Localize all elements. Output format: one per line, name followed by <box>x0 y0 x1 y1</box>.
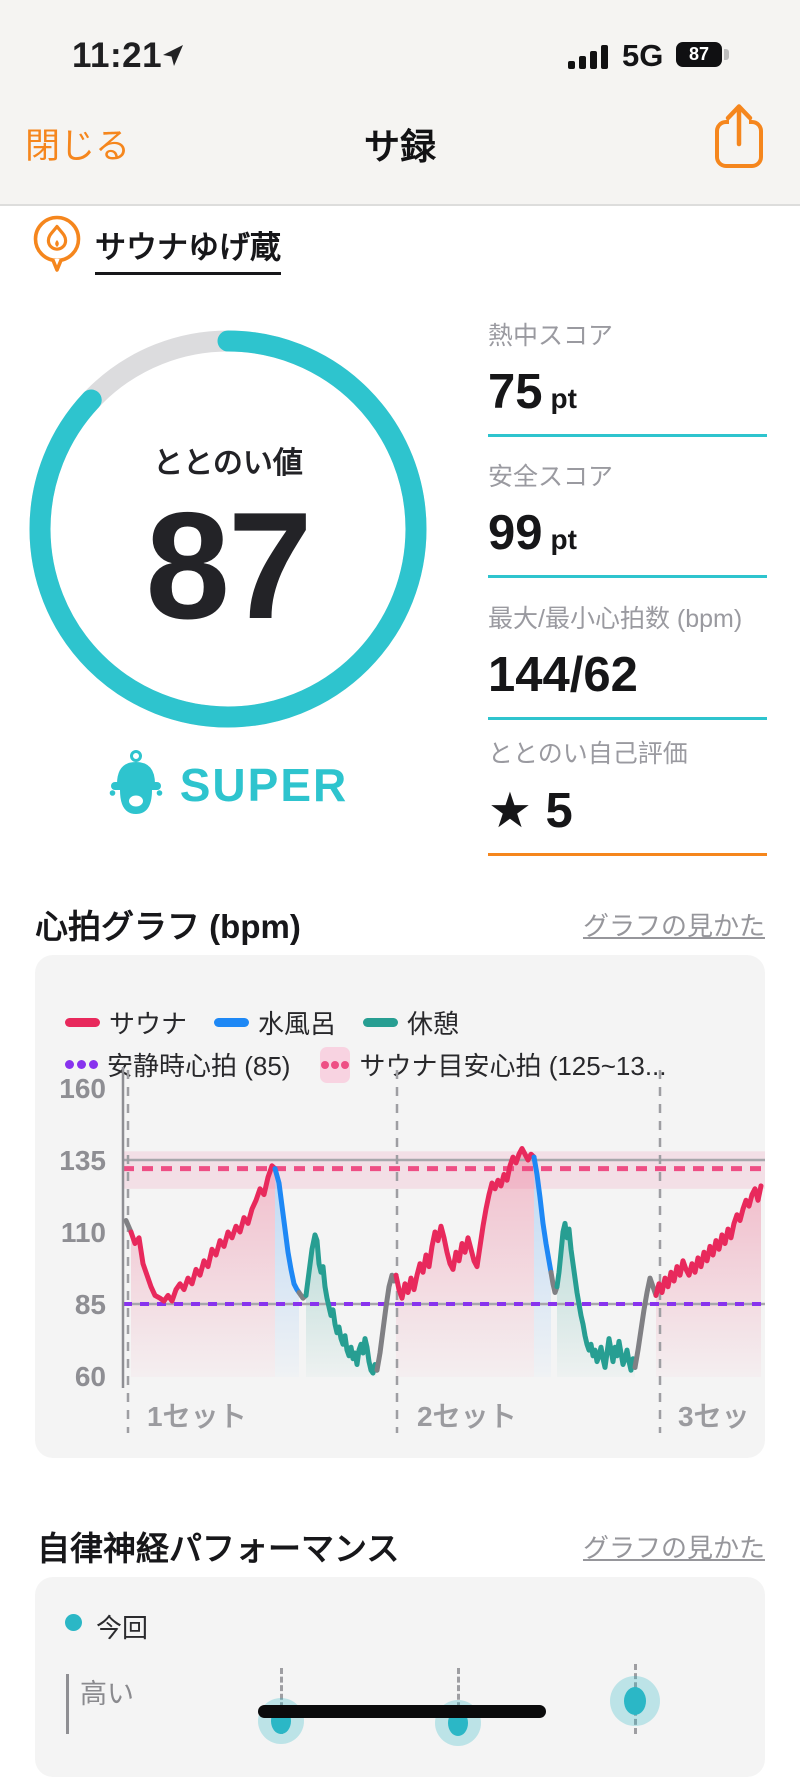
network-type: 5G <box>622 38 664 73</box>
ans-y-axis <box>66 1674 69 1734</box>
resting-hr-dots-swatch <box>65 1060 98 1069</box>
metric-label: ととのい自己評価 <box>488 740 688 768</box>
close-button[interactable]: 閉じる <box>25 127 131 166</box>
metric-max-min-hr: 最大/最小心拍数 (bpm) 144/62 <box>488 599 767 720</box>
metric-self-rating: ととのい自己評価 ★ 5 <box>488 734 767 856</box>
metric-underline <box>488 717 767 720</box>
sauna-hat-icon <box>108 748 164 821</box>
rating-text: SUPER <box>179 758 349 811</box>
top-bar <box>0 0 800 206</box>
battery-percent: 87 <box>688 44 710 64</box>
ans-set-dashed-line <box>457 1668 460 1734</box>
metric-unit: pt <box>550 383 577 414</box>
legend-sauna: サウナ <box>65 1004 187 1041</box>
ans-legend-dot <box>65 1614 82 1631</box>
metric-value: 144/62 <box>488 648 638 702</box>
totonoi-gauge-ring <box>28 329 428 729</box>
metric-underline <box>488 575 767 578</box>
metric-safety-score: 安全スコア 99 pt <box>488 457 767 578</box>
ans-ylabel-high: 高い <box>80 1679 134 1709</box>
legend-label: 休憩 <box>407 1009 460 1039</box>
sauna-flame-pin-icon <box>30 214 84 281</box>
share-button[interactable] <box>712 100 766 177</box>
status-time: 11:21 <box>72 36 163 75</box>
metric-label: 熱中スコア <box>488 322 614 350</box>
legend-label: 水風呂 <box>258 1009 337 1039</box>
hr-legend-row-2: 安静時心拍 (85) サウナ目安心拍 (125~13... <box>65 1046 667 1083</box>
location-arrow-icon <box>160 42 186 73</box>
hr-section-title: 心拍グラフ (bpm) <box>35 908 301 945</box>
legend-label: サウナ <box>109 1009 188 1039</box>
metric-underline <box>488 434 767 437</box>
metric-label: 安全スコア <box>488 463 614 491</box>
home-indicator[interactable] <box>258 1705 546 1718</box>
ans-set-dashed-line <box>280 1668 283 1734</box>
target-band-dots-swatch <box>320 1046 351 1083</box>
hr-graph-help-link[interactable]: グラフの見かた <box>582 911 765 941</box>
legend-water: 水風呂 <box>214 1004 336 1041</box>
battery-icon: 87 <box>676 42 722 67</box>
battery-nub <box>724 49 729 60</box>
legend-resting-hr: 安静時心拍 (85) <box>65 1046 290 1083</box>
sauna-line-swatch <box>65 1018 100 1027</box>
ans-data-dot <box>624 1687 646 1715</box>
rating-row: SUPER <box>28 748 428 821</box>
metric-underline <box>488 853 767 856</box>
legend-rest: 休憩 <box>363 1004 459 1041</box>
metric-unit: pt <box>550 524 577 555</box>
ans-legend-label: 今回 <box>96 1613 149 1643</box>
hr-legend-row-1: サウナ 水風呂 休憩 <box>65 1004 459 1041</box>
facility-link[interactable]: サウナゆげ蔵 <box>95 222 281 275</box>
page-title: サ録 <box>363 126 436 167</box>
legend-label: 安静時心拍 (85) <box>107 1051 291 1081</box>
metric-value: 75 <box>488 365 543 419</box>
metric-label: 最大/最小心拍数 (bpm) <box>488 605 743 633</box>
signal-strength-icon <box>568 44 612 75</box>
water-line-swatch <box>214 1018 250 1027</box>
metric-value: 99 <box>488 506 543 560</box>
gauge-label: ととのい値 <box>153 447 303 480</box>
legend-label: サウナ目安心拍 (125~13... <box>359 1051 667 1081</box>
ans-section-title: 自律神経パフォーマンス <box>37 1530 400 1567</box>
star-rating-value: ★ 5 <box>488 784 573 838</box>
ans-graph-help-link[interactable]: グラフの見かた <box>582 1533 765 1563</box>
metric-heat-score: 熱中スコア 75 pt <box>488 316 767 437</box>
gauge-value: 87 <box>145 481 312 651</box>
ans-chart-card <box>35 1577 765 1777</box>
rest-line-swatch <box>363 1018 399 1027</box>
legend-sauna-target-hr: サウナ目安心拍 (125~13... <box>320 1046 667 1083</box>
